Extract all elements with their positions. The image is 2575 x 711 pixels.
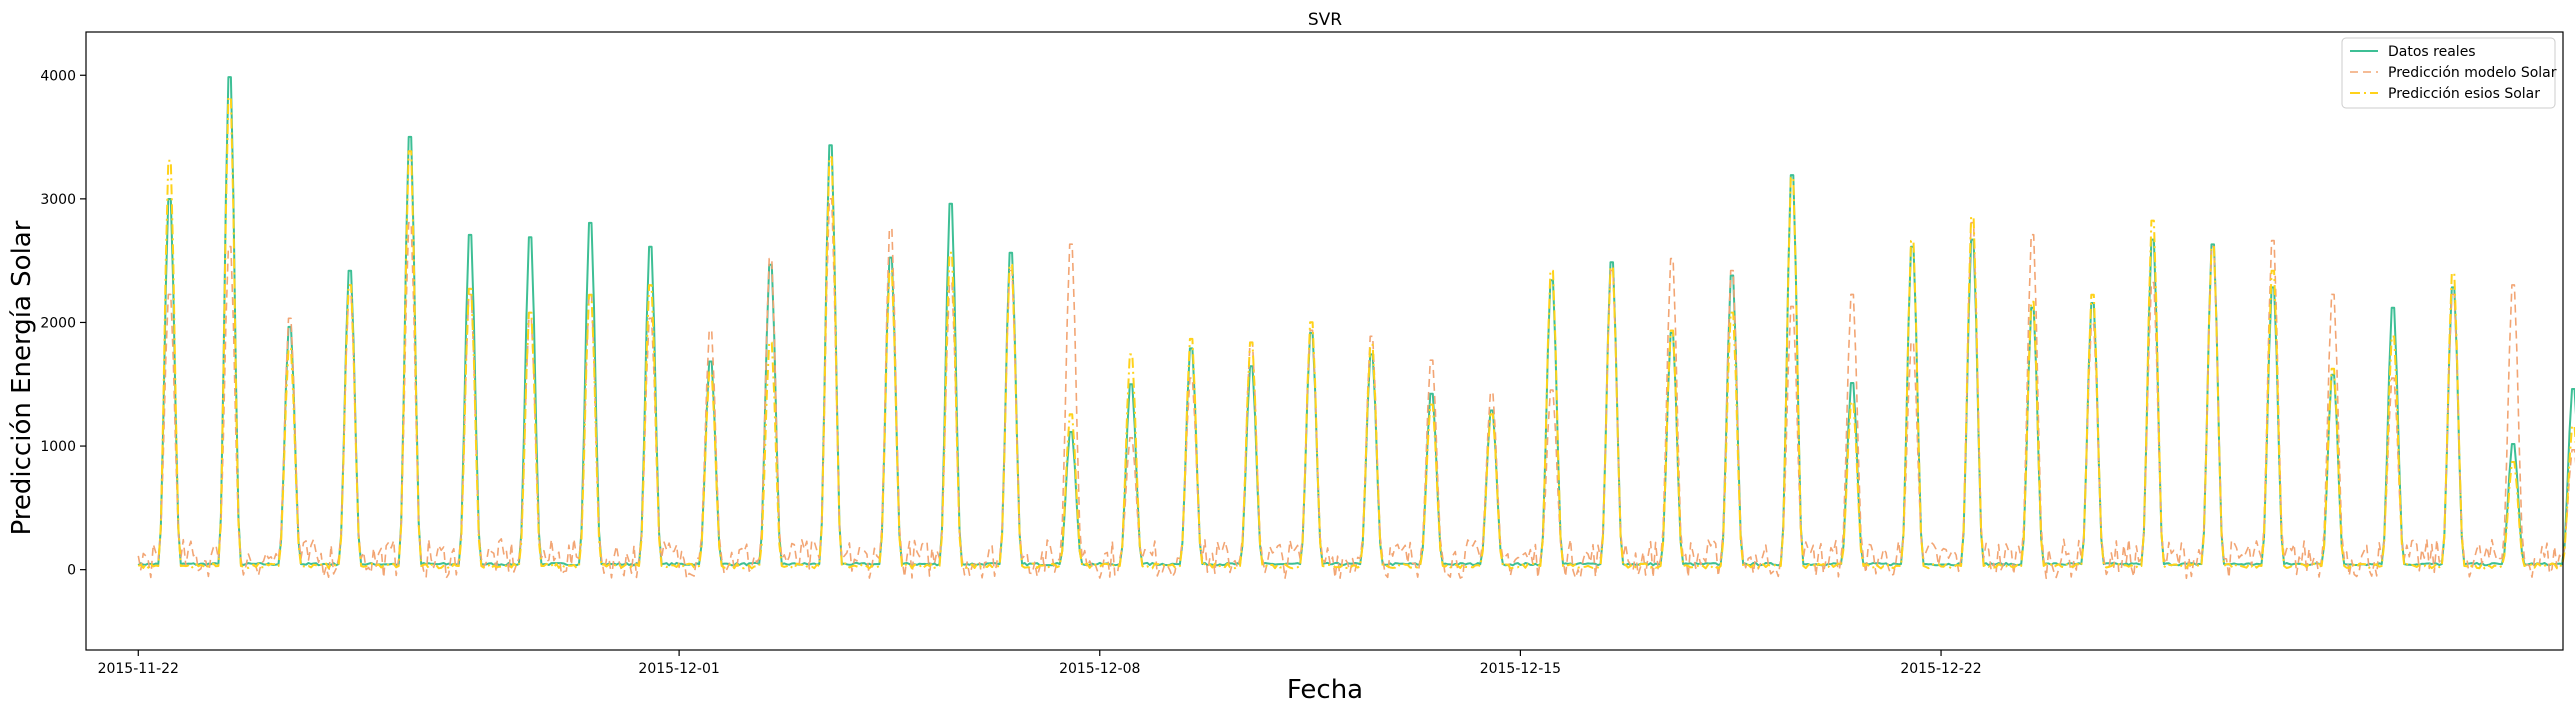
legend-label: Predicción esios Solar: [2388, 86, 2540, 102]
series-line-2: [137, 198, 2575, 580]
axes: 0 1000 2000 3000 4000 2015-11-22 2015-12-01 201…: [40, 31, 2564, 677]
y-tick-label: 2000: [40, 315, 76, 331]
y-tick-label: 1000: [40, 439, 76, 455]
y-tick-label: 4000: [40, 68, 76, 84]
series-line-3: [137, 96, 2575, 570]
x-tick-label: 2015-11-22: [98, 661, 179, 677]
y-tick-label: 3000: [40, 192, 76, 208]
y-axis-title: Predicción Energía Solar: [7, 220, 37, 535]
y-tick-label: 0: [67, 563, 76, 579]
x-tick-label: 2015-12-08: [1059, 661, 1140, 677]
x-tick-label: 2015-12-22: [1900, 661, 1981, 677]
legend-label: Predicción modelo Solar: [2388, 65, 2557, 81]
legend-label: Datos reales: [2388, 44, 2476, 60]
x-tick-label: 2015-12-01: [638, 661, 719, 677]
x-axis-title: Fecha: [1287, 675, 1363, 705]
plot-frame: [85, 31, 2564, 651]
chart-title: SVR: [1308, 10, 1342, 30]
x-tick-label: 2015-12-15: [1480, 661, 1561, 677]
legend: Datos reales Predicción modelo Solar Predi…: [2341, 37, 2557, 109]
legend-box: [2341, 37, 2556, 109]
plot-area: [137, 76, 2575, 580]
